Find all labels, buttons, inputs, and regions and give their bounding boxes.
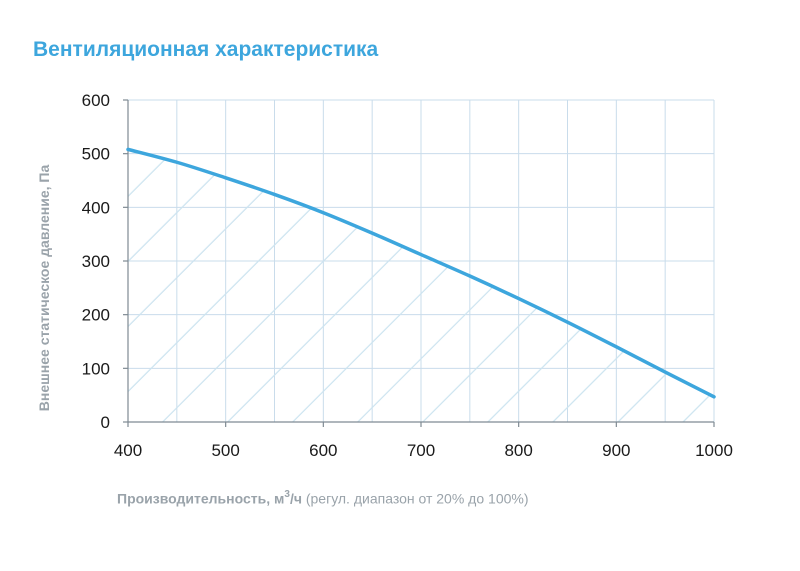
series-curve [126,147,716,399]
x-axis-label-unit-suffix: /ч [289,490,302,507]
y-tick-label: 300 [82,252,110,271]
y-tick-label: 600 [82,91,110,110]
x-axis-label-main: Производительность, м [117,490,285,507]
x-tick-label: 600 [309,441,337,460]
curve-area-fill [128,149,714,422]
y-tick-label: 100 [82,359,110,378]
x-tick-label: 900 [602,441,630,460]
x-axis-label: Производительность, м3/ч (регул. диапазо… [0,489,800,507]
x-tick-label: 400 [114,441,142,460]
y-tick-label: 200 [82,306,110,325]
x-tick-label: 500 [211,441,239,460]
chart-title: Вентиляционная характеристика [33,38,379,61]
x-tick-labels: 400 500 600 700 800 900 1000 [114,441,733,460]
x-tick-label: 700 [407,441,435,460]
y-axis-label: Внешнее статическое давление, Па [36,165,52,412]
y-tick-label: 500 [82,145,110,164]
x-tick-label: 1000 [695,441,733,460]
axes [123,99,715,427]
x-tick-label: 800 [504,441,532,460]
x-axis-label-range-note: (регул. диапазон от 20% до 100%) [301,490,529,507]
y-tick-label: 0 [101,413,110,432]
y-tick-labels: 0 100 200 300 400 500 600 [82,91,110,432]
x-axis-label-superscript: 3 [284,489,290,500]
y-tick-label: 400 [82,198,110,217]
